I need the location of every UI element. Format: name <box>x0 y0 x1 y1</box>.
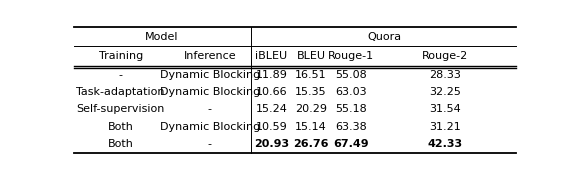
Text: 55.18: 55.18 <box>335 104 367 114</box>
Text: 20.93: 20.93 <box>254 139 289 149</box>
Text: Quora: Quora <box>367 32 401 42</box>
Text: 15.35: 15.35 <box>295 87 327 97</box>
Text: BLEU: BLEU <box>297 51 325 61</box>
Text: 42.33: 42.33 <box>428 139 463 149</box>
Text: 55.08: 55.08 <box>335 70 367 80</box>
Text: 16.51: 16.51 <box>295 70 327 80</box>
Text: 10.66: 10.66 <box>256 87 287 97</box>
Text: Task-adaptation: Task-adaptation <box>77 87 165 97</box>
Text: 11.89: 11.89 <box>255 70 287 80</box>
Text: 67.49: 67.49 <box>334 139 369 149</box>
Text: -: - <box>208 139 212 149</box>
Text: 28.33: 28.33 <box>430 70 461 80</box>
Text: 32.25: 32.25 <box>430 87 461 97</box>
Text: 31.54: 31.54 <box>430 104 461 114</box>
Text: -: - <box>119 70 123 80</box>
Text: 15.24: 15.24 <box>255 104 287 114</box>
Text: Dynamic Blocking: Dynamic Blocking <box>160 122 260 132</box>
Text: Inference: Inference <box>184 51 236 61</box>
Text: Dynamic Blocking: Dynamic Blocking <box>160 87 260 97</box>
Text: Dynamic Blocking: Dynamic Blocking <box>160 70 260 80</box>
Text: Both: Both <box>108 122 134 132</box>
Text: 26.76: 26.76 <box>293 139 329 149</box>
Text: 20.29: 20.29 <box>295 104 327 114</box>
Text: 10.59: 10.59 <box>255 122 287 132</box>
Text: Both: Both <box>108 139 134 149</box>
Text: iBLEU: iBLEU <box>255 51 287 61</box>
Text: 63.03: 63.03 <box>335 87 367 97</box>
Text: 15.14: 15.14 <box>295 122 327 132</box>
Text: Training: Training <box>98 51 143 61</box>
Text: Model: Model <box>145 32 178 42</box>
Text: Rouge-2: Rouge-2 <box>422 51 468 61</box>
Text: 31.21: 31.21 <box>430 122 461 132</box>
Text: 63.38: 63.38 <box>335 122 367 132</box>
Text: -: - <box>208 104 212 114</box>
Text: Rouge-1: Rouge-1 <box>328 51 374 61</box>
Text: Self-supervision: Self-supervision <box>77 104 165 114</box>
